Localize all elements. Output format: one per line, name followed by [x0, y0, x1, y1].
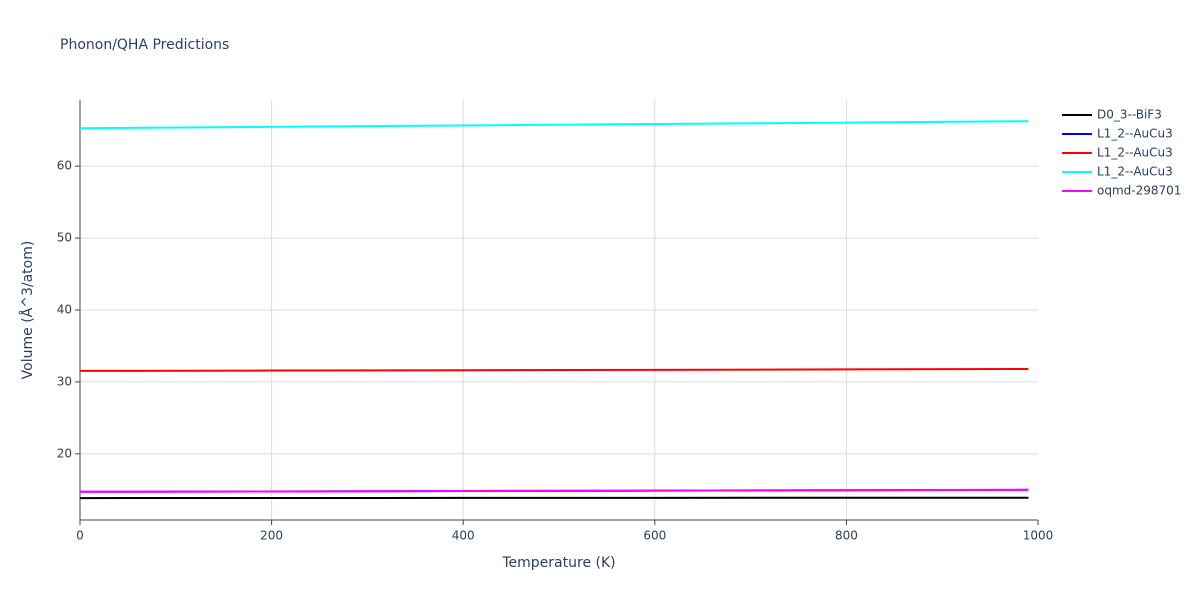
y-tick-label: 40	[57, 303, 72, 317]
y-tick-label: 60	[57, 159, 72, 173]
x-tick-label: 1000	[1023, 529, 1054, 543]
y-tick-label: 50	[57, 231, 72, 245]
series-line	[79, 367, 1029, 372]
x-tick-label: 200	[260, 529, 283, 543]
y-tick-label: 20	[57, 446, 72, 460]
legend-label: oqmd-298701	[1097, 184, 1181, 198]
x-axis-title: Temperature (K)	[501, 555, 615, 571]
legend-label: L1_2--AuCu3	[1097, 146, 1173, 160]
chart-title: Phonon/QHA Predictions	[60, 37, 229, 53]
x-tick-label: 800	[835, 529, 858, 543]
y-tick-label: 30	[57, 374, 72, 388]
legend-label: L1_2--AuCu3	[1097, 165, 1173, 179]
x-tick-label: 0	[76, 529, 84, 543]
x-tick-label: 600	[643, 529, 666, 543]
series-line	[79, 488, 1029, 493]
legend-label: L1_2--AuCu3	[1097, 127, 1173, 141]
series-line	[79, 120, 1029, 130]
legend-label: D0_3--BiF3	[1097, 108, 1162, 122]
y-axis-title: Volume (Å^3/atom)	[19, 241, 36, 380]
x-tick-label: 400	[452, 529, 475, 543]
